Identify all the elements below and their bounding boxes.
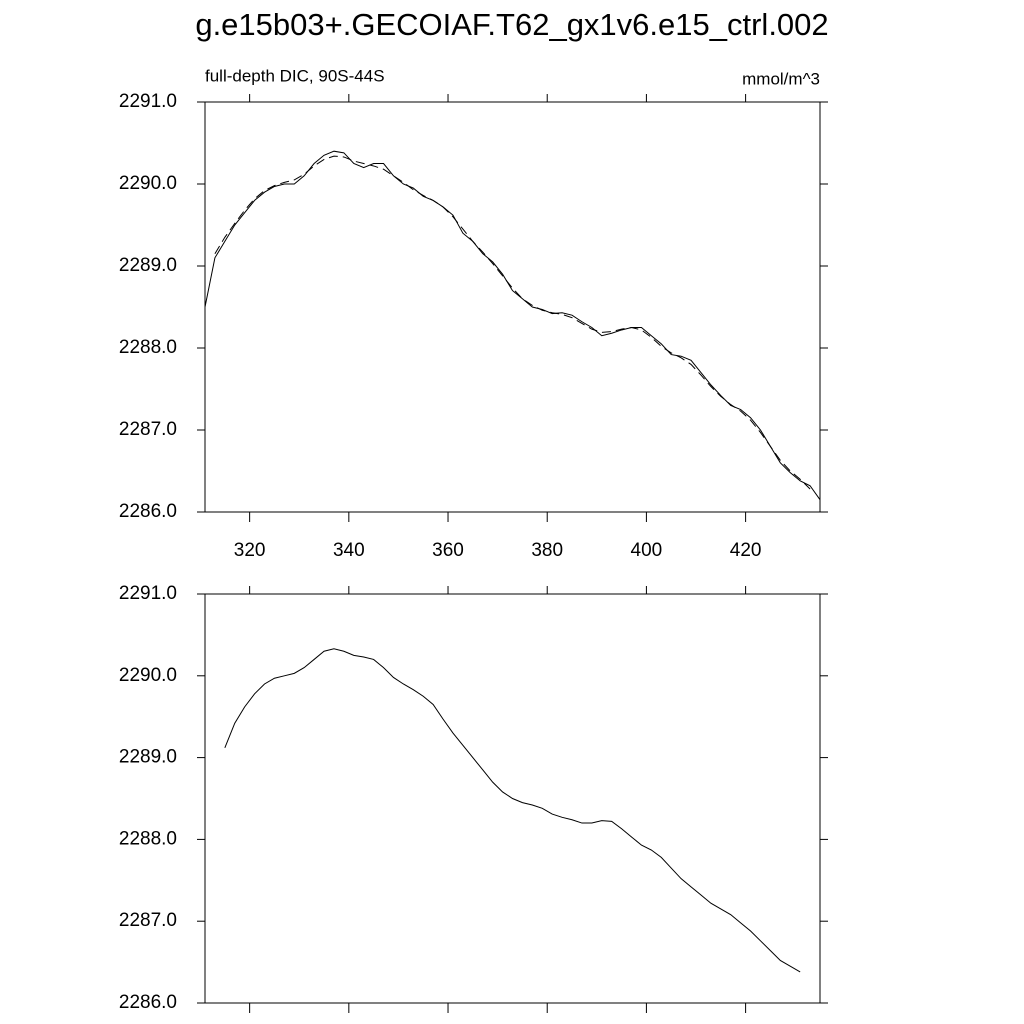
data-line	[224, 648, 801, 973]
left-label: full-depth DIC, 90S-44S	[205, 66, 385, 85]
y-tick-label: 2291.0	[119, 91, 177, 112]
data-line	[204, 150, 821, 500]
y-tick-label: 2287.0	[119, 419, 177, 440]
figure-title: g.e15b03+.GECOIAF.T62_gx1v6.e15_ctrl.002	[195, 7, 828, 42]
x-tick-label: 420	[730, 540, 762, 561]
y-tick-label: 2289.0	[119, 747, 177, 768]
y-tick-label: 2288.0	[119, 337, 177, 358]
y-tick-label: 2286.0	[119, 501, 177, 522]
y-tick-label: 2290.0	[119, 665, 177, 686]
x-tick-label: 380	[531, 540, 563, 561]
y-tick-label: 2290.0	[119, 173, 177, 194]
right-label: mmol/m^3	[742, 69, 820, 88]
x-tick-label: 340	[333, 540, 365, 561]
y-tick-label: 2286.0	[119, 992, 177, 1013]
plot-frame	[204, 101, 821, 513]
smoothed-line	[214, 155, 811, 490]
x-tick-label: 320	[234, 540, 266, 561]
x-tick-label: 400	[631, 540, 663, 561]
y-tick-label: 2291.0	[119, 583, 177, 604]
y-tick-label: 2288.0	[119, 828, 177, 849]
y-tick-label: 2289.0	[119, 255, 177, 276]
plot-frame	[204, 593, 821, 1004]
x-tick-label: 360	[432, 540, 464, 561]
y-tick-label: 2287.0	[119, 910, 177, 931]
